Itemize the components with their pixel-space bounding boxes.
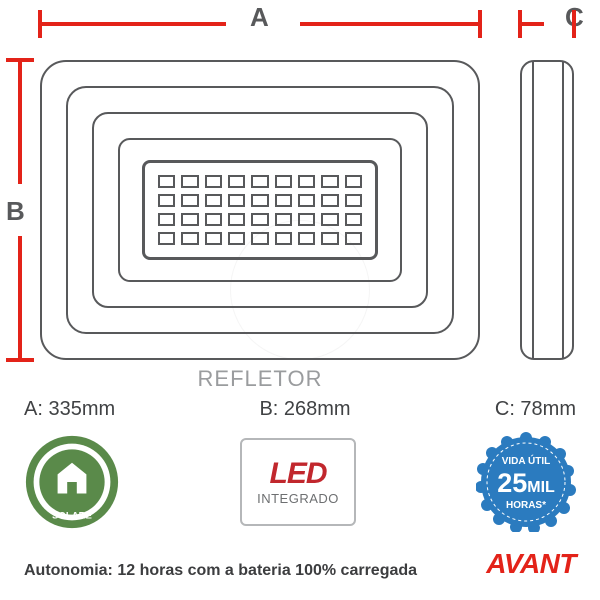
dim-cap [572,10,576,38]
led-cell [205,175,222,188]
dim-cap [6,358,34,362]
led-cell [275,175,292,188]
brand-logo-text: AVANT [486,548,576,580]
dim-line-a-left [40,22,226,26]
footer-row: Autonomia: 12 horas com a bateria 100% c… [24,548,576,580]
led-cell [275,194,292,207]
dim-cap [518,10,522,38]
led-grid [152,169,368,251]
dim-line-b-bot [18,236,22,360]
led-cell [228,175,245,188]
dim-cap [38,10,42,38]
led-cell [298,194,315,207]
vida-25: 25 [497,468,527,498]
led-cell [321,175,338,188]
led-cell [251,194,268,207]
led-cell [298,175,315,188]
measurement-c: C: 78mm [495,398,576,421]
led-cell [251,175,268,188]
led-sub-text: INTEGRADO [257,491,339,506]
solare-label: SOLARE [52,510,93,521]
dim-cap [478,10,482,38]
led-cell [298,232,315,245]
dim-line-a-right [300,22,480,26]
vida-horas: HORAS* [506,500,546,511]
measurement-a: A: 335mm [24,398,115,421]
badges-row: SOLARE LED INTEGRADO [24,432,576,532]
led-cell [181,194,198,207]
led-cell [228,194,245,207]
measurement-b: B: 268mm [259,398,350,421]
dim-line-b-top [18,60,22,184]
led-cell [205,194,222,207]
led-cell [205,232,222,245]
led-cell [275,213,292,226]
led-cell [158,175,175,188]
led-cell [158,232,175,245]
led-cell [251,232,268,245]
led-cell [205,213,222,226]
led-cell [158,194,175,207]
led-cell [345,232,362,245]
product-caption: REFLETOR [0,366,520,392]
led-cell [181,175,198,188]
vida-line1: VIDA ÚTIL [502,454,551,467]
led-cell [181,213,198,226]
led-cell [321,213,338,226]
led-cell [228,213,245,226]
led-cell [345,194,362,207]
front-view [40,60,480,360]
led-main-text: LED [270,459,327,489]
vida-mil: MIL [527,479,555,496]
badge-solare: SOLARE [24,434,120,530]
badge-vida-util: VIDA ÚTIL 25MIL HORAS* [476,432,576,532]
side-view-inner [532,62,564,358]
led-cell [345,213,362,226]
led-cell [298,213,315,226]
autonomia-text: Autonomia: 12 horas com a bateria 100% c… [24,562,417,580]
led-cell [251,213,268,226]
led-cell [321,232,338,245]
vida-util-seal-icon: VIDA ÚTIL 25MIL HORAS* [476,432,576,532]
badge-led: LED INTEGRADO [240,438,356,526]
dim-label-b: B [6,196,25,227]
led-cell [181,232,198,245]
led-cell [321,194,338,207]
led-cell [228,232,245,245]
side-view [520,60,574,360]
measurements-row: A: 335mm B: 268mm C: 78mm [24,398,576,421]
led-cell [158,213,175,226]
dim-line-c [520,22,544,26]
led-cell [345,175,362,188]
led-cell [275,232,292,245]
solare-icon: SOLARE [24,434,120,530]
product-dimension-diagram: A C B REFLETOR A: 335mm B: 268mm C: 78mm [0,0,600,600]
dim-cap [6,58,34,62]
dim-label-a: A [250,2,269,33]
